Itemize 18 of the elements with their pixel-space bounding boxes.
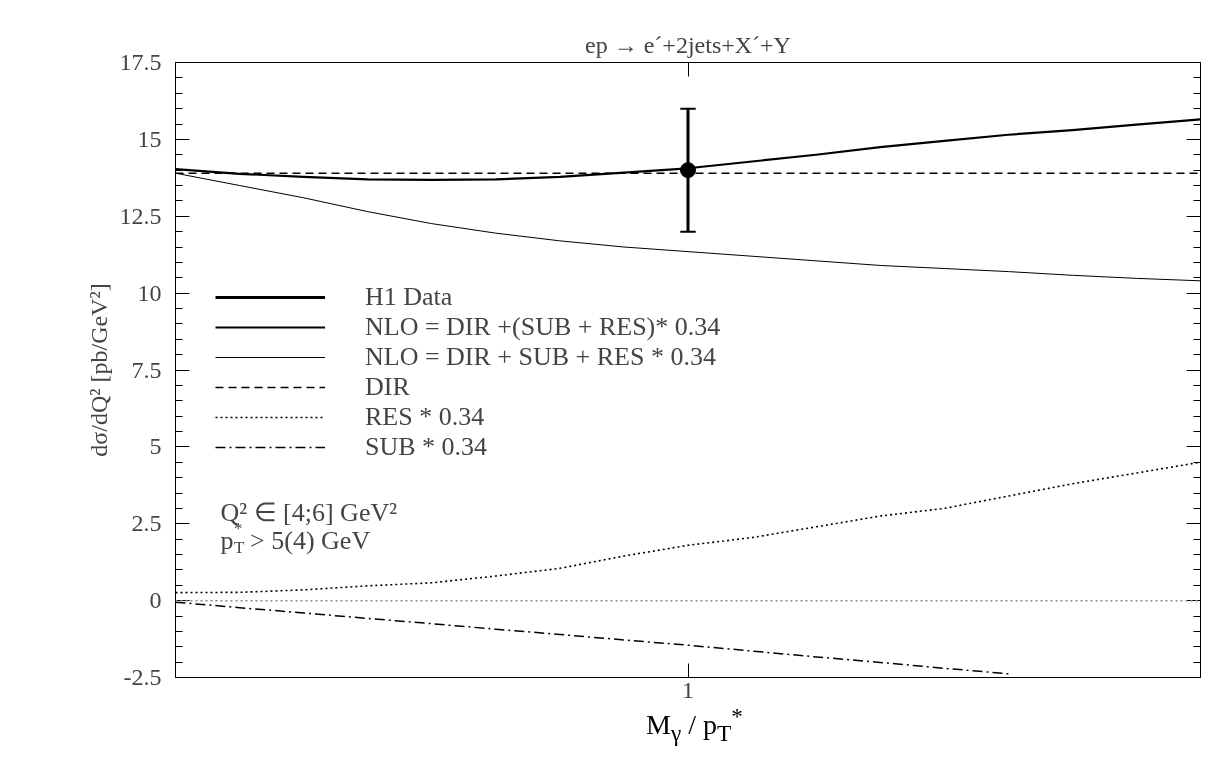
legend-label: SUB * 0.34 — [365, 432, 488, 462]
y-axis-title: dσ/dQ² [pb/GeV²] — [85, 283, 112, 457]
y-tick-label: 2.5 — [131, 510, 162, 537]
legend-label: DIR — [365, 372, 410, 402]
y-tick-label: 5 — [149, 433, 162, 460]
chart-title: ep → e´+2jets+X´+Y — [585, 31, 791, 58]
y-tick-label: 7.5 — [131, 356, 162, 383]
y-tick-label: -2.5 — [123, 664, 162, 690]
y-tick-label: 15 — [137, 125, 162, 152]
legend-label: NLO = DIR +(SUB + RES)* 0.34 — [365, 312, 721, 342]
legend-label: NLO = DIR + SUB + RES * 0.34 — [365, 342, 716, 372]
y-tick-label: 10 — [137, 279, 162, 306]
y-tick-label: 0 — [149, 587, 162, 614]
y-tick-label: 17.5 — [119, 49, 162, 75]
x-tick-label: 1 — [682, 676, 694, 703]
legend-label: H1 Data — [365, 282, 453, 312]
legend-label: RES * 0.34 — [365, 402, 485, 432]
y-tick-label: 12.5 — [119, 202, 162, 229]
